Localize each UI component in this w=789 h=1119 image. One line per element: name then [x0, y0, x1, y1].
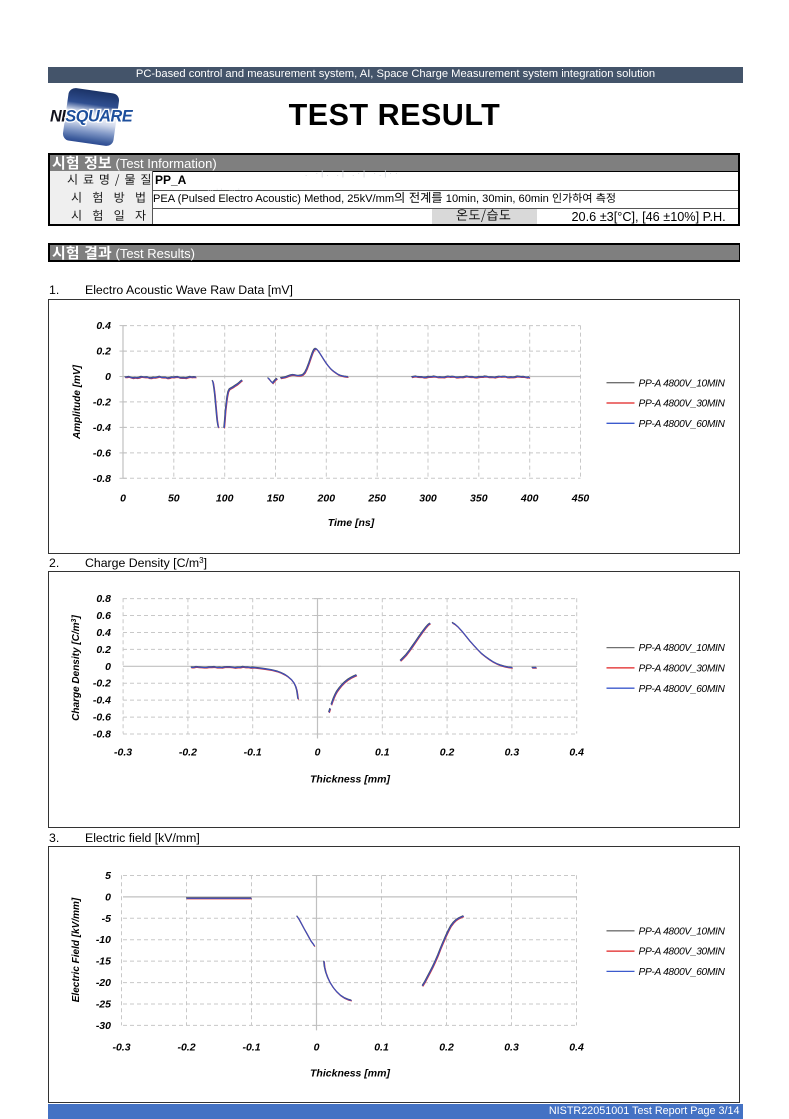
svg-text:PP-A 4800V_60MIN: PP-A 4800V_60MIN — [639, 967, 726, 978]
svg-text:-0.2: -0.2 — [177, 1042, 195, 1054]
svg-text:PP-A 4800V_10MIN: PP-A 4800V_10MIN — [639, 926, 726, 937]
svg-text:Thickness [mm]: Thickness [mm] — [310, 1068, 390, 1080]
svg-text:-0.3: -0.3 — [114, 747, 132, 759]
svg-text:PP-A 4800V_30MIN: PP-A 4800V_30MIN — [639, 399, 726, 410]
svg-text:Amplitude [mV]: Amplitude [mV] — [72, 364, 83, 440]
svg-text:-0.4: -0.4 — [93, 695, 111, 707]
svg-text:0.4: 0.4 — [569, 1042, 584, 1054]
svg-text:0.6: 0.6 — [96, 610, 111, 622]
svg-text:0: 0 — [105, 661, 111, 673]
svg-text:-0.3: -0.3 — [112, 1042, 130, 1054]
svg-text:-30: -30 — [96, 1020, 111, 1032]
svg-text:350: 350 — [470, 493, 488, 505]
svg-text:PP-A 4800V_10MIN: PP-A 4800V_10MIN — [639, 378, 726, 389]
svg-text:PP-A 4800V_60MIN: PP-A 4800V_60MIN — [639, 684, 726, 695]
svg-text:-0.2: -0.2 — [93, 396, 111, 408]
svg-text:0.1: 0.1 — [374, 1042, 389, 1054]
svg-text:300: 300 — [419, 493, 437, 505]
svg-text:0: 0 — [315, 747, 321, 759]
svg-text:0.2: 0.2 — [440, 747, 455, 759]
svg-text:0.3: 0.3 — [504, 1042, 519, 1054]
svg-text:PP-A 4800V_10MIN: PP-A 4800V_10MIN — [639, 643, 726, 654]
svg-text:150: 150 — [267, 493, 285, 505]
svg-text:0.8: 0.8 — [96, 593, 111, 605]
svg-text:100: 100 — [216, 493, 234, 505]
svg-text:-0.1: -0.1 — [244, 747, 262, 759]
svg-text:-0.8: -0.8 — [93, 729, 111, 741]
svg-text:-0.2: -0.2 — [179, 747, 197, 759]
svg-text:400: 400 — [520, 493, 539, 505]
svg-text:PP-A 4800V_60MIN: PP-A 4800V_60MIN — [639, 419, 726, 430]
svg-text:Charge Density [C/m3]: Charge Density [C/m3] — [71, 615, 82, 721]
svg-text:-10: -10 — [96, 934, 111, 946]
svg-text:0.4: 0.4 — [569, 747, 584, 759]
svg-text:-5: -5 — [102, 913, 111, 925]
svg-text:PP-A 4800V_30MIN: PP-A 4800V_30MIN — [639, 947, 726, 958]
svg-text:NISQUARE: NISQUARE — [50, 108, 134, 126]
svg-text:0.4: 0.4 — [96, 627, 111, 639]
svg-text:0.2: 0.2 — [439, 1042, 454, 1054]
svg-text:PP-A 4800V_30MIN: PP-A 4800V_30MIN — [639, 664, 726, 675]
svg-text:0.4: 0.4 — [96, 320, 111, 332]
svg-text:250: 250 — [367, 493, 386, 505]
svg-text:0: 0 — [314, 1042, 320, 1054]
svg-text:0: 0 — [105, 371, 111, 383]
svg-text:-0.4: -0.4 — [93, 422, 111, 434]
svg-text:-20: -20 — [96, 977, 111, 989]
svg-text:0.3: 0.3 — [505, 747, 520, 759]
svg-text:0.2: 0.2 — [96, 346, 111, 358]
svg-text:-0.1: -0.1 — [242, 1042, 260, 1054]
svg-text:Electric Field [kV/mm]: Electric Field [kV/mm] — [71, 897, 82, 1002]
svg-text:0: 0 — [120, 493, 126, 505]
svg-text:-25: -25 — [96, 999, 111, 1011]
svg-text:-0.6: -0.6 — [93, 712, 111, 724]
svg-text:200: 200 — [317, 493, 336, 505]
svg-text:-0.2: -0.2 — [93, 678, 111, 690]
svg-text:-15: -15 — [96, 956, 111, 968]
svg-text:Thickness [mm]: Thickness [mm] — [310, 773, 390, 785]
svg-text:450: 450 — [571, 493, 590, 505]
svg-text:0.1: 0.1 — [375, 747, 390, 759]
svg-text:-0.8: -0.8 — [93, 473, 111, 485]
svg-text:5: 5 — [105, 870, 111, 882]
svg-text:-0.6: -0.6 — [93, 447, 111, 459]
svg-text:0.2: 0.2 — [96, 644, 111, 656]
svg-text:0: 0 — [105, 891, 111, 903]
svg-text:Time [ns]: Time [ns] — [328, 517, 375, 529]
svg-text:50: 50 — [168, 493, 180, 505]
